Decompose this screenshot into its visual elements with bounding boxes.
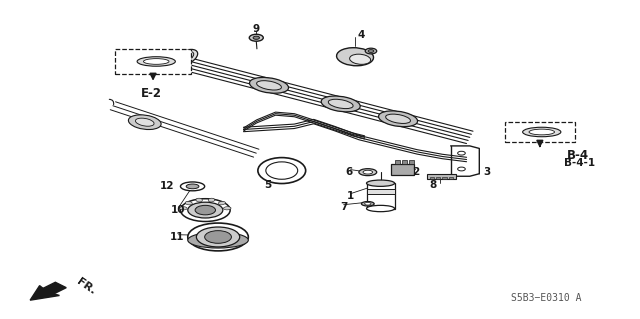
Ellipse shape	[321, 96, 360, 112]
Ellipse shape	[269, 165, 279, 171]
Text: 4: 4	[358, 30, 365, 40]
Bar	[449, 177, 453, 179]
Text: 6: 6	[345, 167, 352, 176]
Text: 8: 8	[430, 181, 437, 190]
Ellipse shape	[249, 34, 263, 41]
Ellipse shape	[188, 232, 248, 248]
Ellipse shape	[253, 36, 259, 39]
Ellipse shape	[208, 198, 214, 202]
Ellipse shape	[188, 202, 223, 218]
Ellipse shape	[277, 174, 287, 179]
Ellipse shape	[378, 111, 417, 127]
Polygon shape	[30, 286, 60, 300]
Ellipse shape	[180, 207, 187, 210]
Ellipse shape	[365, 203, 371, 205]
Text: 1: 1	[347, 191, 354, 201]
Ellipse shape	[269, 171, 279, 176]
Ellipse shape	[523, 127, 561, 137]
Ellipse shape	[180, 199, 230, 221]
Ellipse shape	[529, 129, 554, 135]
Ellipse shape	[186, 184, 199, 189]
Ellipse shape	[349, 54, 371, 64]
Ellipse shape	[266, 162, 298, 179]
Ellipse shape	[250, 78, 289, 93]
Ellipse shape	[362, 202, 374, 206]
Bar	[367, 183, 394, 209]
Ellipse shape	[337, 48, 374, 66]
Bar	[427, 174, 456, 179]
Text: 9: 9	[253, 24, 260, 34]
Ellipse shape	[180, 182, 205, 191]
Text: 12: 12	[160, 182, 174, 191]
Bar	[505, 122, 575, 142]
Ellipse shape	[174, 49, 198, 65]
Ellipse shape	[196, 198, 202, 202]
Ellipse shape	[185, 201, 192, 205]
Ellipse shape	[367, 180, 394, 186]
Ellipse shape	[365, 48, 377, 54]
Bar	[408, 160, 413, 164]
Ellipse shape	[268, 168, 278, 174]
Ellipse shape	[273, 173, 282, 178]
Text: S5B3−E0310 A: S5B3−E0310 A	[511, 293, 582, 303]
Bar	[392, 164, 414, 175]
Bar	[429, 177, 434, 179]
Ellipse shape	[195, 205, 216, 215]
Polygon shape	[42, 282, 66, 294]
Ellipse shape	[196, 227, 240, 247]
Ellipse shape	[386, 114, 410, 123]
Text: 2: 2	[412, 167, 419, 177]
Ellipse shape	[458, 151, 465, 155]
Text: 5: 5	[264, 181, 271, 190]
Bar	[436, 177, 440, 179]
Text: 11: 11	[170, 232, 184, 242]
Ellipse shape	[367, 205, 394, 212]
Ellipse shape	[458, 167, 465, 171]
Bar	[367, 189, 394, 194]
Text: FR.: FR.	[75, 277, 97, 297]
Ellipse shape	[188, 223, 248, 251]
Ellipse shape	[137, 57, 175, 66]
Text: 3: 3	[483, 167, 491, 176]
Ellipse shape	[205, 231, 232, 243]
Bar	[442, 177, 447, 179]
Ellipse shape	[223, 207, 231, 210]
Text: E-2: E-2	[141, 86, 162, 100]
Text: 7: 7	[340, 202, 348, 212]
Text: 10: 10	[172, 205, 186, 215]
Ellipse shape	[143, 59, 169, 64]
Ellipse shape	[129, 115, 161, 130]
Text: B-4-1: B-4-1	[564, 158, 595, 168]
Bar	[394, 160, 399, 164]
Ellipse shape	[136, 118, 154, 126]
Ellipse shape	[258, 158, 306, 183]
Text: B-4: B-4	[567, 149, 589, 162]
Ellipse shape	[257, 81, 282, 90]
Bar	[115, 49, 191, 74]
Bar	[401, 160, 406, 164]
Ellipse shape	[368, 50, 374, 52]
Ellipse shape	[363, 170, 372, 174]
Ellipse shape	[328, 99, 353, 108]
Ellipse shape	[218, 201, 225, 205]
Ellipse shape	[359, 169, 377, 176]
